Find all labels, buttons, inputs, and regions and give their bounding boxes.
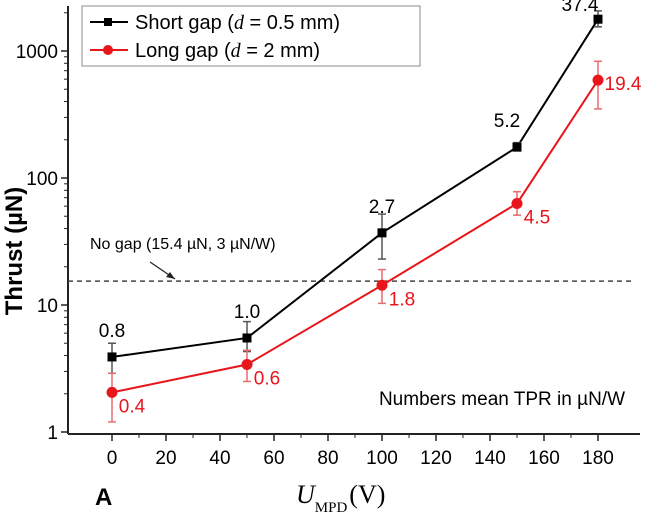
tpr-label: 2.7: [369, 197, 395, 218]
data-point-circle: [511, 197, 523, 209]
data-point-circle: [241, 359, 253, 371]
tpr-label: 4.5: [524, 207, 550, 228]
data-point-circle: [106, 386, 118, 398]
data-point-square: [377, 228, 387, 238]
tpr-label: 0.4: [119, 396, 146, 417]
x-tick-label: 140: [474, 448, 506, 469]
tpr-label: 5.2: [494, 111, 520, 132]
x-tick-label: 100: [366, 448, 398, 469]
legend-label-short: Short gap (d = 0.5 mm): [135, 12, 340, 34]
y-tick-label: 1000: [16, 42, 58, 63]
x-tick-label: 180: [582, 448, 614, 469]
data-point-square: [512, 142, 522, 152]
y-tick-label: 100: [26, 169, 58, 190]
legend: Short gap (d = 0.5 mm) Long gap (d = 2 m…: [81, 5, 421, 67]
legend-label-long: Long gap (d = 2 mm): [135, 40, 320, 62]
data-point-square: [593, 14, 603, 24]
y-axis-label: Thrust (µN): [1, 187, 28, 315]
tpr-label: 0.6: [254, 369, 280, 390]
panel-label: A: [95, 484, 112, 511]
tpr-label: 1.8: [389, 289, 415, 310]
x-tick-label: 160: [528, 448, 560, 469]
plot-area: 0.8 1.0 2.7 5.2 37.4 0.4 0.6 1.8 4.5 19.4: [68, 0, 642, 423]
tpr-label: 1.0: [234, 302, 260, 323]
tpr-annotation: Numbers mean TPR in µN/W: [379, 389, 625, 410]
x-tick-label: 60: [263, 448, 284, 469]
reference-line-label: No gap (15.4 µN, 3 µN/W): [90, 236, 276, 253]
data-point-square: [107, 352, 117, 362]
x-tick-label: 40: [209, 448, 230, 469]
axes: 0 20 40 60 80 100 120 140 160 180 1 10 100 1000: [16, 6, 640, 469]
data-point-circle: [376, 279, 388, 291]
tpr-label: 37.4: [562, 0, 599, 16]
x-axis-label: UMPD(V): [296, 480, 385, 516]
tpr-label: 19.4: [605, 74, 642, 95]
x-tick-label: 20: [155, 448, 176, 469]
legend-marker-square: [104, 18, 112, 26]
tpr-label: 0.8: [99, 321, 125, 342]
x-axis-sub: MPD: [315, 500, 348, 516]
x-axis-var: U: [296, 480, 317, 509]
y-tick-label: 10: [37, 296, 58, 317]
x-tick-label: 0: [107, 448, 118, 469]
series-line: [111, 18, 599, 358]
x-tick-label: 120: [420, 448, 452, 469]
data-point-square: [242, 333, 252, 343]
x-tick-label: 80: [317, 448, 338, 469]
x-axis-unit: (V): [349, 480, 385, 509]
data-point-circle: [592, 74, 604, 86]
reference-arrowhead: [166, 272, 175, 279]
legend-box: [81, 5, 421, 67]
legend-marker-circle: [103, 45, 113, 55]
y-tick-label: 1: [47, 423, 58, 444]
